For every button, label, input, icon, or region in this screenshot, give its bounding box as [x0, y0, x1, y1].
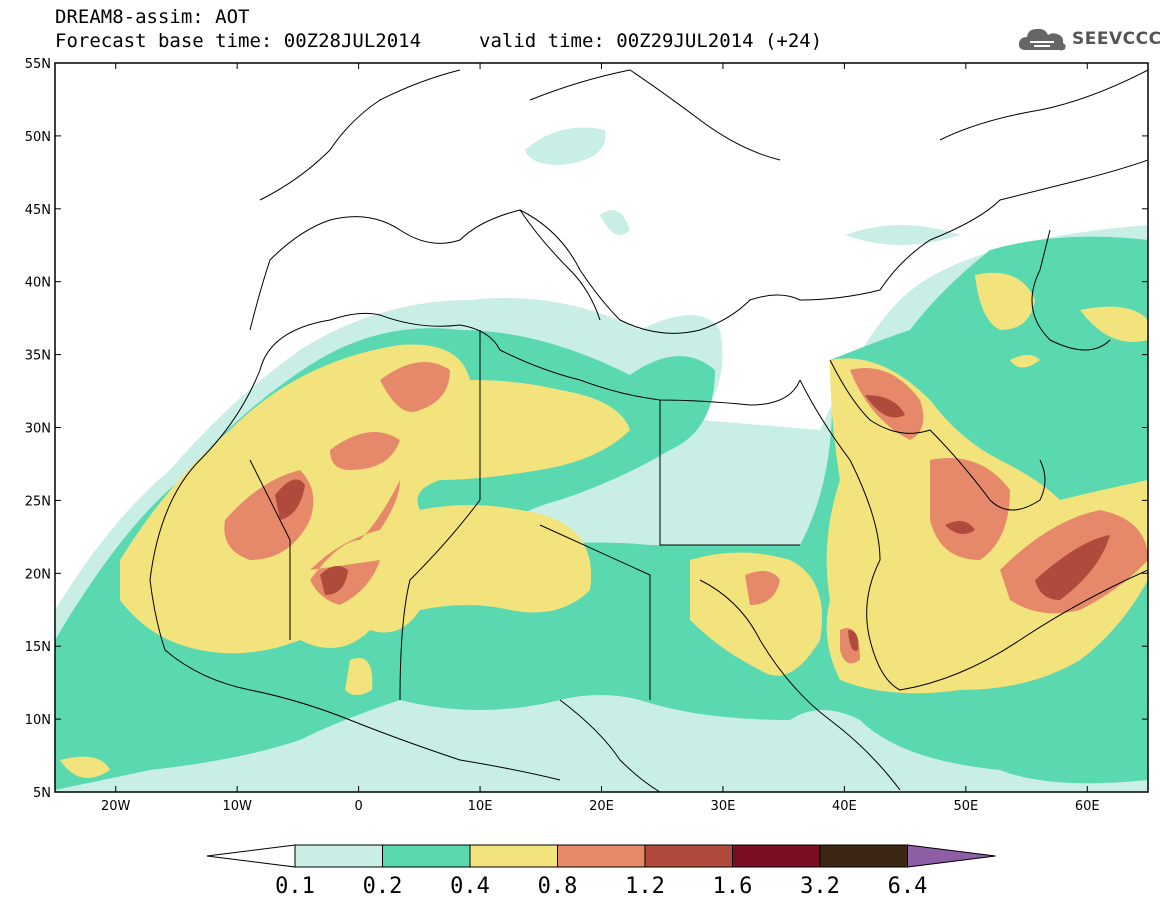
colorbar-label: 0.2 [363, 874, 403, 899]
colorbar-label: 1.2 [625, 874, 665, 899]
lat-tick-label: 20N [25, 567, 51, 582]
coastlines [149, 69, 1148, 792]
logo: SEEVCCC [1016, 22, 1162, 56]
colorbar-segment [819, 844, 908, 868]
lat-tick-label: 5N [33, 786, 51, 801]
colorbar-segment [469, 844, 558, 868]
colorbar-label: 0.8 [538, 874, 578, 899]
colorbar-segment [732, 844, 821, 868]
lon-tick-label: 20W [101, 799, 131, 814]
map-title: DREAM8-assim: AOT [55, 6, 250, 28]
lon-tick-label: 40E [832, 799, 857, 814]
lon-tick-label: 60E [1075, 799, 1100, 814]
aot-band-0.8 [224, 362, 1148, 664]
cloud-icon [1018, 28, 1066, 51]
lon-axis: 20W 10W 0 10E 20E 30E 40E 50E 60E [101, 63, 1100, 814]
lat-tick-label: 55N [25, 57, 51, 72]
lon-tick-label: 0 [354, 799, 362, 814]
colorbar-label: 6.4 [888, 874, 928, 899]
colorbar-segment [644, 844, 733, 868]
lon-tick-label: 10W [222, 799, 252, 814]
aot-band-1.2 [275, 395, 1110, 651]
colorbar-label: 0.1 [275, 874, 315, 899]
colorbar-segment [382, 844, 471, 868]
lat-tick-label: 10N [25, 713, 51, 728]
lon-tick-label: 50E [953, 799, 978, 814]
lat-tick-label: 40N [25, 276, 51, 291]
colorbar-label: 1.6 [713, 874, 753, 899]
lat-tick-label: 50N [25, 130, 51, 145]
lat-tick-label: 30N [25, 422, 51, 437]
lat-tick-label: 25N [25, 494, 51, 509]
colorbar-over-arrow [907, 844, 996, 868]
valid-time: valid time: 00Z29JUL2014 (+24) [479, 30, 823, 52]
colorbar-label: 3.2 [800, 874, 840, 899]
lat-tick-label: 45N [25, 203, 51, 218]
forecast-base-time: Forecast base time: 00Z28JUL2014 [55, 30, 422, 52]
lat-axis: 55N 50N 45N 40N 35N 30N 25N 20N 15N 10N 5N [25, 57, 1148, 801]
colorbar-segment [294, 844, 383, 868]
lon-tick-label: 20E [589, 799, 614, 814]
lon-tick-label: 30E [711, 799, 736, 814]
lat-tick-label: 35N [25, 349, 51, 364]
lat-tick-label: 15N [25, 640, 51, 655]
lon-tick-label: 10E [468, 799, 493, 814]
colorbar-segment [557, 844, 646, 868]
colorbar-under-arrow [206, 844, 296, 868]
logo-text: SEEVCCC [1072, 29, 1162, 49]
colorbar-label: 0.4 [450, 874, 490, 899]
colorbar: 0.1 0.2 0.4 0.8 1.2 1.6 3.2 6.4 [206, 844, 996, 899]
aot-contours [55, 127, 1148, 792]
